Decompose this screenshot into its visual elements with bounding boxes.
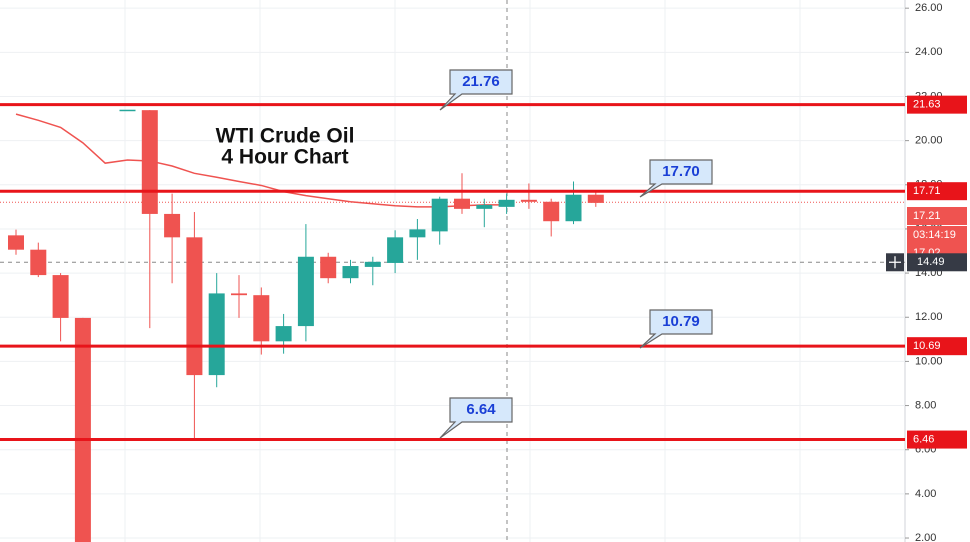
y-tick-label: 8.00 bbox=[915, 399, 936, 411]
candle-body bbox=[498, 199, 515, 207]
level-price-box bbox=[907, 182, 967, 201]
candle-body bbox=[297, 256, 314, 327]
candle-body bbox=[342, 266, 359, 279]
price-label: 03:14:19 bbox=[913, 229, 956, 241]
candle-body bbox=[454, 198, 470, 209]
candle-body bbox=[364, 261, 381, 267]
candle-body bbox=[409, 229, 426, 238]
candle-body bbox=[74, 317, 91, 542]
level-price-box bbox=[907, 337, 967, 356]
candle-body bbox=[186, 237, 203, 376]
candle-body bbox=[387, 237, 404, 263]
crosshair-label: 14.49 bbox=[917, 256, 945, 268]
candle-body bbox=[320, 256, 337, 279]
candle-body bbox=[520, 199, 537, 202]
callout-box bbox=[439, 397, 513, 439]
price-box bbox=[907, 207, 967, 225]
crosshair-box bbox=[907, 253, 967, 272]
level-price-label: 6.46 bbox=[913, 433, 934, 445]
level-price-label: 10.69 bbox=[913, 340, 941, 352]
level-price-label: 21.63 bbox=[913, 99, 941, 111]
candle-body bbox=[119, 109, 136, 112]
callout-label: 6.64 bbox=[466, 401, 496, 418]
price-box bbox=[907, 226, 967, 244]
candle-body bbox=[141, 110, 158, 214]
candle-body bbox=[52, 275, 69, 318]
candle-body bbox=[164, 213, 181, 238]
level-price-label: 17.71 bbox=[913, 185, 941, 197]
callout-label: 17.70 bbox=[662, 163, 700, 180]
candle-body bbox=[543, 201, 560, 222]
y-tick-label: 24.00 bbox=[915, 46, 943, 58]
candle-body bbox=[275, 326, 292, 342]
callout-box bbox=[439, 69, 513, 111]
y-tick-label: 10.00 bbox=[915, 355, 943, 367]
chart-title: 4 Hour Chart bbox=[221, 146, 348, 169]
candle-body bbox=[431, 198, 448, 232]
callout-box bbox=[639, 159, 713, 198]
level-price-box bbox=[907, 430, 967, 449]
callout-label: 21.76 bbox=[462, 73, 500, 90]
candle-body bbox=[476, 204, 493, 209]
level-price-box bbox=[907, 95, 967, 114]
chart-title: WTI Crude Oil bbox=[216, 125, 355, 148]
y-tick-label: 26.00 bbox=[915, 2, 943, 14]
y-tick-label: 20.00 bbox=[915, 135, 943, 147]
candle-body bbox=[208, 293, 225, 376]
candle-body bbox=[253, 295, 270, 342]
crosshair-icon bbox=[889, 256, 901, 269]
y-tick-label: 4.00 bbox=[915, 488, 936, 500]
y-tick-label: 12.00 bbox=[915, 311, 943, 323]
candle-body bbox=[8, 235, 24, 250]
candle-body bbox=[30, 249, 47, 276]
y-tick-label: 2.00 bbox=[915, 532, 936, 542]
candle-body bbox=[231, 293, 247, 296]
price-label: 17.21 bbox=[913, 210, 941, 222]
callout-box bbox=[639, 309, 713, 349]
callout-label: 10.79 bbox=[662, 313, 700, 330]
candle-body bbox=[587, 194, 604, 203]
candle-body bbox=[565, 194, 582, 222]
moving-average bbox=[15, 113, 507, 208]
